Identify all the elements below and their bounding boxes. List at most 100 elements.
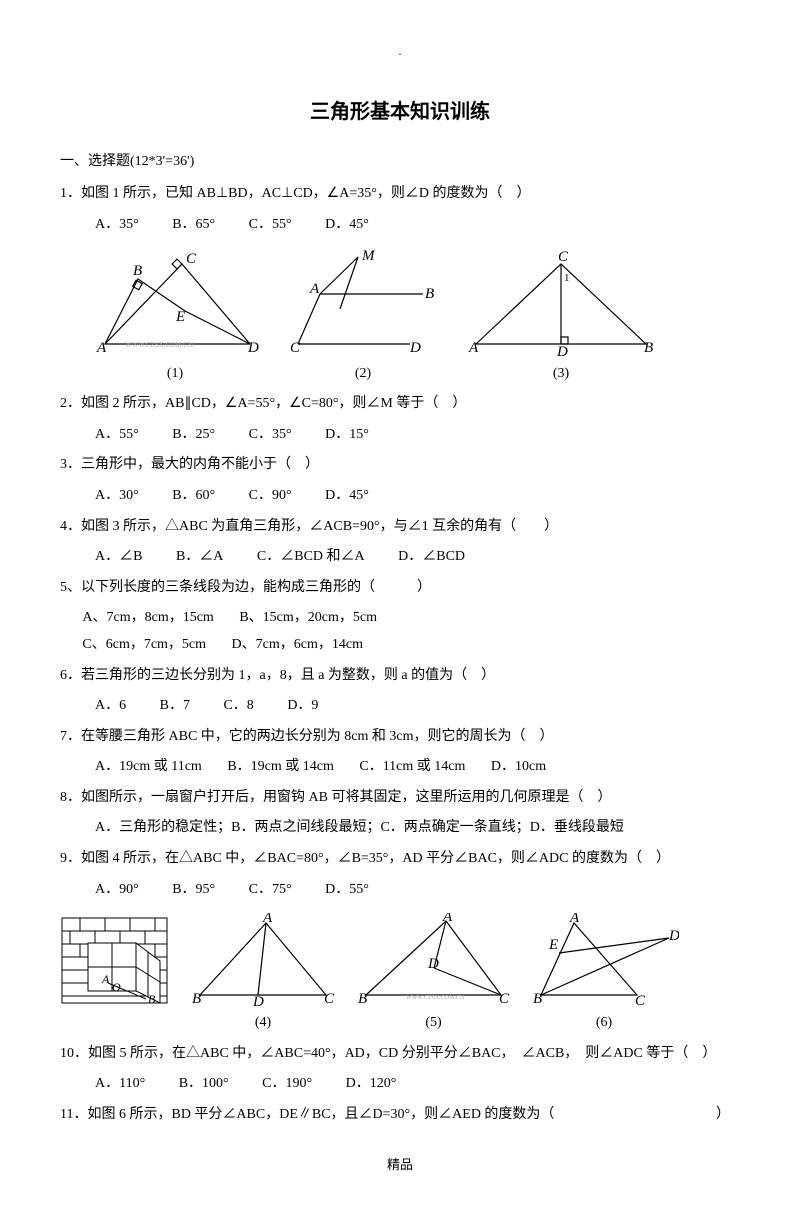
q2-opt-c: C．35° [249, 422, 292, 449]
svg-text:A: A [442, 913, 453, 925]
svg-text:A: A [569, 913, 580, 926]
q10-opt-c: C．190° [262, 1071, 312, 1098]
question-8-options: A．三角形的稳定性；B．两点之间线段最短；C．两点确定一条直线；D．垂线段最短 [95, 815, 740, 842]
q6-opt-d: D．9 [287, 693, 318, 720]
q3-opt-d: D．45° [325, 483, 369, 510]
question-9: 9．如图 4 所示，在△ABC 中，∠BAC=80°，∠B=35°，AD 平分∠… [60, 846, 740, 873]
svg-text:WWW.CZSX.COM.CN: WWW.CZSX.COM.CN [406, 995, 465, 1001]
svg-text:C: C [499, 991, 510, 1007]
q3-opt-a: A．30° [95, 483, 139, 510]
svg-text:B: B [533, 991, 542, 1007]
question-3-options: A．30° B．60° C．90° D．45° [95, 483, 740, 510]
q1-opt-d: D．45° [325, 212, 369, 239]
q10-opt-a: A．110° [95, 1071, 145, 1098]
question-6-options: A．6 B．7 C．8 D．9 [95, 693, 740, 720]
figure-5: A D B C WWW.CZSX.COM.CN (5) [356, 913, 511, 1037]
q7-opt-c: C．11cm 或 14cm [359, 754, 465, 781]
q5-opt-d: D、7cm，6cm，14cm [232, 632, 363, 659]
question-5: 5、以下列长度的三条线段为边，能构成三角形的（ ） [60, 575, 740, 602]
svg-text:C: C [324, 991, 335, 1007]
figure-window-caption [60, 1010, 170, 1037]
q4-opt-a: A．∠B [95, 544, 142, 571]
svg-text:D: D [247, 340, 259, 356]
page-top-dot: . [60, 40, 740, 63]
question-7: 7．在等腰三角形 ABC 中，它的两边长分别为 8cm 和 3cm，则它的周长为… [60, 724, 740, 751]
q10-opt-b: B．100° [179, 1071, 229, 1098]
q5-opt-c: C、6cm，7cm，5cm [82, 632, 206, 659]
svg-text:A: A [101, 972, 110, 986]
figure-window: A O B [60, 913, 170, 1037]
figure-1: B C E A D WWW.CZSX.COM.CN (1) [90, 249, 260, 388]
q3-opt-c: C．90° [249, 483, 292, 510]
q7-opt-a: A．19cm 或 11cm [95, 754, 202, 781]
svg-text:C: C [186, 251, 197, 267]
figure-3: C 1 A D B (3) [466, 249, 656, 388]
q2-opt-d: D．15° [325, 422, 369, 449]
figure-6-caption: (6) [529, 1010, 679, 1037]
svg-text:D: D [252, 994, 264, 1008]
figure-4: A B D C (4) [188, 913, 338, 1037]
svg-text:A: A [309, 281, 320, 297]
q10-opt-d: D．120° [346, 1071, 397, 1098]
question-4: 4．如图 3 所示，△ABC 为直角三角形，∠ACB=90°，与∠1 互余的角有… [60, 514, 740, 541]
q7-opt-b: B．19cm 或 14cm [227, 754, 334, 781]
q4-opt-b: B．∠A [176, 544, 223, 571]
section-1-heading: 一、选择题(12*3'=36') [60, 149, 740, 176]
question-1-options: A．35° B．65° C．55° D．45° [95, 212, 740, 239]
q4-opt-c: C．∠BCD 和∠A [257, 544, 365, 571]
question-7-options: A．19cm 或 11cm B．19cm 或 14cm C．11cm 或 14c… [95, 754, 740, 781]
q6-opt-c: C．8 [223, 693, 253, 720]
svg-text:O: O [112, 980, 121, 994]
q4-opt-d: D．∠BCD [398, 544, 465, 571]
svg-text:C: C [558, 249, 569, 265]
svg-text:B: B [644, 340, 653, 356]
question-10-options: A．110° B．100° C．190° D．120° [95, 1071, 740, 1098]
svg-text:1: 1 [564, 272, 570, 284]
svg-text:C: C [290, 340, 301, 356]
figure-4-caption: (4) [188, 1010, 338, 1037]
svg-text:A: A [468, 340, 479, 356]
question-4-options: A．∠B B．∠A C．∠BCD 和∠A D．∠BCD [95, 544, 740, 571]
svg-text:B: B [425, 286, 434, 302]
figure-6: A E D B C (6) [529, 913, 679, 1037]
q7-opt-d: D．10cm [491, 754, 546, 781]
svg-text:WWW.CZSX.COM.CN: WWW.CZSX.COM.CN [125, 341, 193, 349]
q6-opt-b: B．7 [160, 693, 190, 720]
question-11-text: 11．如图 6 所示，BD 平分∠ABC，DE∥BC，且∠D=30°，则∠AED… [60, 1107, 554, 1122]
figure-2-caption: (2) [288, 361, 438, 388]
figure-row-2: A O B A B D C (4) [60, 913, 740, 1037]
question-11-paren: ） [716, 1102, 730, 1129]
figure-row-1: B C E A D WWW.CZSX.COM.CN (1) M A B C [90, 249, 740, 388]
question-6: 6．若三角形的三边长分别为 1，a，8，且 a 为整数，则 a 的值为（ ） [60, 663, 740, 690]
q3-opt-b: B．60° [172, 483, 215, 510]
page-title: 三角形基本知识训练 [60, 93, 740, 131]
svg-text:B: B [133, 263, 142, 279]
svg-text:M: M [361, 249, 376, 264]
q9-opt-c: C．75° [249, 877, 292, 904]
question-10: 10．如图 5 所示，在△ABC 中，∠ABC=40°，AD，CD 分别平分∠B… [60, 1041, 740, 1068]
svg-text:D: D [668, 928, 679, 944]
svg-text:D: D [556, 344, 568, 359]
q6-opt-a: A．6 [95, 693, 126, 720]
svg-text:A: A [262, 913, 273, 926]
svg-text:D: D [409, 340, 421, 356]
q5-opt-a: A、7cm，8cm，15cm [82, 605, 213, 632]
svg-text:D: D [427, 956, 439, 972]
q9-opt-d: D．55° [325, 877, 369, 904]
question-5-options: A、7cm，8cm，15cm B、15cm，20cm，5cm C、6cm，7cm… [82, 605, 740, 658]
question-9-options: A．90° B．95° C．75° D．55° [95, 877, 740, 904]
figure-1-caption: (1) [90, 361, 260, 388]
question-11: 11．如图 6 所示，BD 平分∠ABC，DE∥BC，且∠D=30°，则∠AED… [60, 1102, 740, 1129]
svg-text:B: B [192, 991, 201, 1007]
svg-text:C: C [635, 993, 646, 1008]
q2-opt-b: B．25° [172, 422, 215, 449]
question-1: 1．如图 1 所示，已知 AB⊥BD，AC⊥CD，∠A=35°，则∠D 的度数为… [60, 181, 740, 208]
q9-opt-a: A．90° [95, 877, 139, 904]
question-2: 2．如图 2 所示，AB∥CD，∠A=55°，∠C=80°，则∠M 等于（ ） [60, 391, 740, 418]
q2-opt-a: A．55° [95, 422, 139, 449]
q1-opt-b: B．65° [172, 212, 215, 239]
figure-3-caption: (3) [466, 361, 656, 388]
svg-text:E: E [175, 309, 185, 325]
svg-text:B: B [358, 991, 367, 1007]
svg-text:A: A [96, 340, 107, 356]
